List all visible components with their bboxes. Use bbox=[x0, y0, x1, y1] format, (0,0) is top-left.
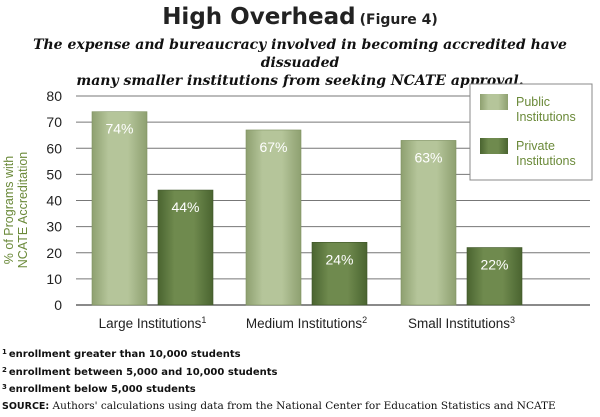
x-tick-label-footnote: 3 bbox=[510, 315, 515, 325]
legend-swatch bbox=[480, 94, 508, 110]
legend-label: Private bbox=[516, 139, 555, 153]
bar bbox=[466, 247, 523, 306]
legend-swatch bbox=[480, 138, 508, 154]
y-tick-label: 30 bbox=[46, 219, 62, 235]
footnote-2: 2 enrollment between 5,000 and 10,000 stu… bbox=[2, 363, 277, 381]
legend-label: Institutions bbox=[516, 154, 576, 168]
chart-title-block: High Overhead (Figure 4) bbox=[0, 4, 600, 30]
y-tick-label: 70 bbox=[46, 114, 62, 130]
footnote-1-number: 1 bbox=[2, 348, 7, 356]
footnote-1-text: enrollment greater than 10,000 students bbox=[8, 349, 241, 360]
x-tick-label-footnote: 2 bbox=[362, 315, 367, 325]
source-note: SOURCE: Authors' calculations using data… bbox=[2, 400, 556, 412]
bar bbox=[245, 129, 302, 306]
y-tick-label: 60 bbox=[46, 140, 62, 156]
y-tick-label: 0 bbox=[54, 297, 62, 313]
y-tick-label: 80 bbox=[46, 88, 62, 104]
bar-value-label: 67% bbox=[259, 139, 287, 155]
source-text: Authors' calculations using data from th… bbox=[49, 400, 556, 412]
y-axis-label: % of Programs with bbox=[2, 156, 16, 264]
footnote-3-text: enrollment below 5,000 students bbox=[8, 384, 196, 395]
figure-label: (Figure 4) bbox=[359, 12, 438, 28]
y-axis-label: NCATE Accreditation bbox=[16, 152, 30, 269]
x-tick-label-text: Large Institutions bbox=[99, 316, 202, 331]
footnote-2-number: 2 bbox=[2, 365, 7, 374]
footnotes: 1 enrollment greater than 10,000 students… bbox=[2, 345, 277, 398]
footnote-2-text: enrollment between 5,000 and 10,000 stud… bbox=[8, 366, 278, 378]
legend-label: Institutions bbox=[516, 110, 576, 124]
bar-value-label: 63% bbox=[414, 149, 442, 165]
x-tick-label-text: Small Institutions bbox=[408, 316, 510, 331]
bar bbox=[157, 189, 214, 306]
bar bbox=[91, 111, 148, 306]
chart-subtitle: The expense and bureaucracy involved in … bbox=[20, 36, 580, 90]
x-tick-label-footnote: 1 bbox=[201, 315, 206, 325]
footnote-3-number: 3 bbox=[2, 383, 7, 391]
legend-label: Public bbox=[516, 95, 550, 109]
bar-value-label: 44% bbox=[171, 199, 199, 215]
subtitle-line-2: many smaller institutions from seeking N… bbox=[76, 73, 524, 89]
y-tick-label: 40 bbox=[46, 193, 62, 209]
x-tick-label-text: Medium Institutions bbox=[246, 316, 363, 331]
x-tick-label: Medium Institutions2 bbox=[246, 315, 367, 331]
bar-value-label: 24% bbox=[325, 251, 353, 267]
bar-value-label: 74% bbox=[105, 121, 133, 137]
y-tick-label: 50 bbox=[46, 166, 62, 182]
x-tick-label: Large Institutions1 bbox=[99, 315, 207, 331]
footnote-1: 1 enrollment greater than 10,000 students bbox=[2, 345, 277, 363]
bar bbox=[400, 140, 457, 306]
chart-title: High Overhead bbox=[162, 4, 356, 30]
subtitle-line-1: The expense and bureaucracy involved in … bbox=[33, 37, 567, 71]
x-tick-label: Small Institutions3 bbox=[408, 315, 515, 331]
y-tick-label: 20 bbox=[46, 245, 62, 261]
source-label: SOURCE: bbox=[2, 401, 50, 412]
bar-value-label: 22% bbox=[480, 257, 508, 273]
y-tick-label: 10 bbox=[46, 271, 62, 287]
bar bbox=[311, 242, 368, 306]
footnote-3: 3 enrollment below 5,000 students bbox=[2, 380, 277, 398]
